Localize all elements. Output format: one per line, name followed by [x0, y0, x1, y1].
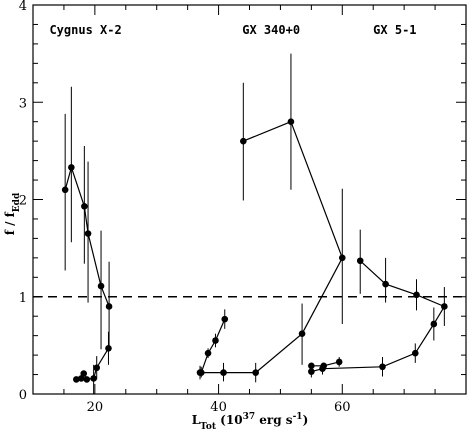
- data-point: [81, 203, 88, 210]
- data-point: [221, 315, 229, 323]
- data-point: [77, 375, 85, 382]
- data-series: [61, 86, 113, 350]
- data-point: [430, 320, 438, 328]
- tick-labels: 20 40 60 0 1 2 3 4: [19, 0, 351, 415]
- data-point: [61, 186, 69, 194]
- data-point: [93, 364, 101, 372]
- x-axis-label: LTot (1037 erg s-1): [192, 412, 309, 431]
- data-point: [411, 349, 419, 357]
- y-tick-label: 3: [19, 96, 27, 111]
- plot-frame: [32, 4, 467, 395]
- data-point: [90, 375, 97, 382]
- data-point: [379, 363, 386, 371]
- x-tick-label: 20: [87, 400, 104, 415]
- data-point: [240, 137, 247, 145]
- axis-ticks: [32, 4, 467, 395]
- y-tick-label: 1: [19, 291, 27, 306]
- x-tick-label: 40: [210, 400, 227, 415]
- data-point: [252, 369, 259, 376]
- series-layer: [61, 53, 448, 394]
- data-series: [196, 53, 346, 383]
- data-point: [97, 282, 105, 290]
- data-point: [413, 291, 420, 299]
- data-point: [298, 330, 306, 338]
- data-point: [382, 280, 389, 288]
- series-line: [200, 318, 226, 373]
- data-point: [68, 164, 75, 171]
- data-point: [80, 370, 88, 377]
- data-point: [220, 369, 227, 376]
- data-point: [287, 118, 295, 125]
- y-tick-label: 4: [19, 0, 27, 14]
- data-point: [84, 230, 92, 237]
- plot-border: [32, 4, 467, 395]
- data-point: [356, 257, 364, 265]
- source-annotation: GX 5-1: [373, 23, 416, 37]
- y-tick-label: 0: [19, 388, 27, 403]
- data-point: [338, 254, 346, 262]
- data-point: [335, 358, 343, 366]
- data-point: [105, 303, 113, 310]
- data-series: [308, 357, 343, 370]
- annotation-layer: Cygnus X-2 GX 340+0 GX 5-1: [49, 23, 416, 37]
- data-point: [204, 349, 212, 357]
- data-series: [308, 229, 448, 378]
- data-point: [105, 344, 112, 352]
- x-tick-label: 60: [334, 400, 351, 415]
- data-point: [212, 337, 219, 344]
- series-line: [200, 120, 343, 374]
- data-point: [308, 368, 315, 375]
- y-tick-label: 2: [19, 194, 27, 209]
- data-point: [83, 376, 91, 383]
- data-point: [320, 362, 328, 370]
- data-point: [196, 369, 204, 376]
- source-annotation: GX 340+0: [242, 23, 300, 37]
- data-point: [441, 303, 448, 310]
- data-point: [308, 362, 315, 370]
- data-point: [73, 376, 80, 383]
- source-annotation: Cygnus X-2: [49, 23, 121, 37]
- y-axis-label: f / fEdd: [3, 192, 22, 235]
- data-series: [73, 331, 112, 394]
- series-line: [64, 165, 110, 307]
